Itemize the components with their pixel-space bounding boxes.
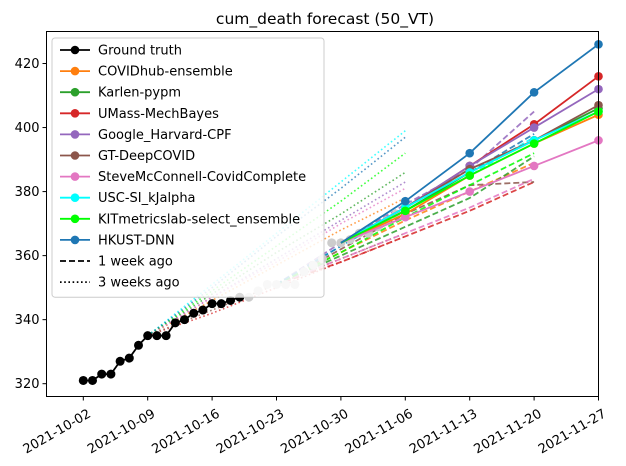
- series-point: [401, 196, 410, 206]
- ground-truth-point: [152, 331, 162, 341]
- legend-marker: [70, 151, 80, 160]
- x-tick-label: 2021-10-09: [85, 407, 158, 458]
- ground-truth-point: [88, 375, 97, 385]
- series-point: [529, 161, 539, 171]
- series-point: [529, 88, 539, 97]
- ground-truth-point: [97, 369, 107, 379]
- y-tick-label: 400: [15, 121, 40, 136]
- x-tick-label: 2021-10-23: [214, 407, 287, 458]
- series-point: [529, 139, 539, 148]
- legend-marker: [70, 45, 80, 55]
- ground-truth-point: [226, 295, 235, 305]
- x-tick-label: 2021-10-30: [278, 407, 351, 458]
- ground-truth-point: [207, 299, 217, 309]
- legend-marker: [70, 109, 80, 118]
- ground-truth-point: [124, 353, 134, 363]
- ground-truth-point: [143, 331, 153, 341]
- x-tick-label: 2021-11-06: [343, 407, 416, 458]
- legend-marker: [70, 193, 80, 202]
- ground-truth-point: [216, 299, 226, 309]
- series-point: [465, 187, 475, 196]
- ground-truth-future-point: [327, 238, 337, 248]
- ground-truth-point: [78, 375, 88, 385]
- series-point: [529, 123, 539, 132]
- y-tick-label: 420: [15, 57, 40, 72]
- chart-title: cum_death forecast (50_VT): [216, 10, 434, 29]
- legend-marker: [70, 66, 80, 76]
- legend-label: Ground truth: [98, 44, 182, 59]
- legend-marker: [70, 214, 80, 224]
- legend-label: USC-SI_kJalpha: [98, 191, 196, 206]
- legend-marker: [70, 235, 80, 245]
- series-line-1-week-ago: [276, 110, 535, 286]
- legend-label: GT-DeepCOVID: [98, 149, 195, 164]
- ground-truth-point: [115, 356, 125, 366]
- legend-label: Karlen-pypm: [98, 86, 181, 101]
- legend-label: Google_Harvard-CPF: [98, 128, 232, 143]
- legend-label: COVIDhub-ensemble: [98, 65, 233, 80]
- legend: Ground truth COVIDhub-ensemble Karlen-pypm…: [51, 37, 325, 298]
- series-line-3-weeks-ago: [147, 171, 406, 337]
- x-tick-label: 2021-10-02: [21, 407, 94, 458]
- y-tick-label: 380: [15, 185, 40, 200]
- legend-marker: [70, 130, 80, 139]
- series-line-3-weeks-ago: [147, 197, 406, 337]
- ground-truth-point: [106, 369, 116, 379]
- legend-label: HKUST-DNN: [98, 233, 175, 248]
- plot-frame: [46, 31, 599, 397]
- x-tick-label: 2021-11-13: [407, 407, 480, 458]
- legend-marker: [70, 87, 80, 97]
- legend-label: SteveMcConnell-CovidComplete: [98, 170, 306, 185]
- x-axis: 2021-10-022021-10-092021-10-162021-10-23…: [21, 396, 609, 458]
- y-tick-label: 360: [15, 249, 40, 264]
- y-axis: 320 340 360 380 400 420: [15, 57, 47, 392]
- legend-label: 1 week ago: [98, 255, 173, 270]
- y-tick-label: 340: [15, 313, 40, 328]
- legend-box: [51, 37, 325, 298]
- series-point: [465, 148, 475, 158]
- series-point: [401, 206, 410, 216]
- legend-label: UMass-MechBayes: [98, 107, 219, 122]
- x-tick-label: 2021-11-20: [472, 407, 545, 458]
- ground-truth-point: [161, 331, 171, 341]
- legend-marker: [70, 172, 80, 181]
- legend-label: 3 weeks ago: [98, 276, 180, 291]
- ground-truth-point: [180, 315, 189, 325]
- y-tick-label: 320: [15, 377, 40, 392]
- ground-truth-point: [170, 318, 180, 328]
- series-point: [401, 212, 410, 222]
- x-tick-label: 2021-11-27: [536, 407, 609, 458]
- ground-truth-point: [134, 340, 143, 350]
- ground-truth-point: [198, 305, 208, 315]
- series-line-3-weeks-ago: [147, 136, 406, 337]
- ground-truth-point: [189, 308, 199, 318]
- x-tick-label: 2021-10-16: [150, 407, 223, 458]
- series-point: [465, 171, 475, 180]
- legend-label: KITmetricslab-select_ensemble: [98, 212, 300, 227]
